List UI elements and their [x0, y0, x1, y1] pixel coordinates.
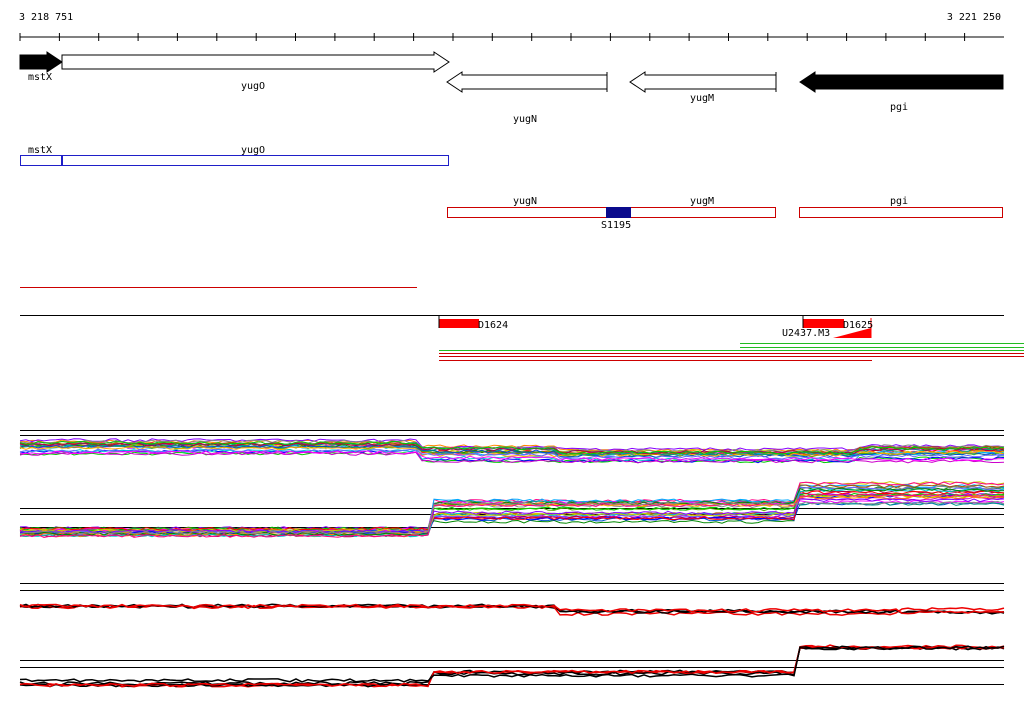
summary-line-top — [19, 603, 1005, 615]
feature-track: D1624 D1625 U2437.M3 — [20, 287, 1024, 361]
profile-line — [19, 481, 1005, 534]
gene-label-yugM: yugM — [690, 93, 714, 104]
feature-label-D1624: D1624 — [478, 320, 508, 331]
tu-label-yugM: yugM — [690, 196, 714, 207]
profile-line — [19, 450, 1004, 462]
feature-D1624[interactable] — [439, 319, 479, 328]
ruler-end-label: 3 221 250 — [946, 12, 1001, 23]
gene-arrow-mstX[interactable] — [19, 51, 63, 73]
gene-arrow-yugM[interactable] — [629, 71, 777, 93]
gene-label-yugO: yugO — [241, 81, 265, 92]
profile-line — [19, 500, 1005, 535]
tu-box-mstX[interactable] — [20, 155, 62, 166]
profile-line — [19, 494, 1005, 533]
site-label: S1195 — [601, 220, 631, 231]
tu-label-pgi: pgi — [890, 196, 908, 207]
profile-line — [19, 439, 1005, 453]
gene-label-pgi: pgi — [890, 102, 908, 113]
summary-line-bottom — [19, 644, 1005, 688]
read-lines — [439, 343, 1024, 361]
site-marker[interactable] — [606, 207, 631, 218]
profile-line — [19, 446, 1005, 458]
feature-D1625[interactable] — [803, 319, 844, 328]
expression-profile-panel-1 — [19, 430, 1005, 539]
gene-arrow-yugN[interactable] — [446, 71, 608, 93]
tu-box-yugO[interactable] — [62, 155, 449, 166]
transcription-unit-track: mstX yugO yugN yugM pgi S1195 — [20, 145, 1003, 231]
summary-line-bottom — [19, 645, 1005, 688]
profile-line — [19, 440, 1005, 455]
profile-line — [19, 493, 1005, 539]
summary-line-bottom — [19, 645, 1005, 683]
expression-profile-lines — [19, 438, 1005, 539]
feature-label-D1625: D1625 — [843, 320, 873, 331]
feature-U2437-ramp[interactable] — [833, 328, 871, 338]
gene-arrow-pgi[interactable] — [799, 71, 1004, 93]
ruler-start-label: 3 218 751 — [19, 12, 74, 23]
tu-label-yugO: yugO — [241, 145, 265, 156]
tu-label-mstX: mstX — [28, 145, 52, 156]
tu-label-yugN: yugN — [513, 196, 537, 207]
profile-line — [19, 490, 1005, 531]
gene-arrow-yugO[interactable] — [61, 51, 450, 73]
summary-profile-lines — [19, 603, 1005, 688]
feature-label-U2437: U2437.M3 — [782, 328, 830, 339]
profile-line — [19, 451, 1005, 464]
gene-track: mstX yugO yugN yugM pgi — [19, 51, 1004, 125]
ruler-track — [19, 33, 1004, 41]
profile-line — [19, 498, 1005, 534]
gene-label-yugN: yugN — [513, 114, 537, 125]
ruler-ticks — [19, 33, 966, 41]
gene-label-mstX: mstX — [28, 72, 52, 83]
tu-box-pgi[interactable] — [799, 207, 1003, 218]
expression-profile-panel-2 — [19, 583, 1005, 688]
